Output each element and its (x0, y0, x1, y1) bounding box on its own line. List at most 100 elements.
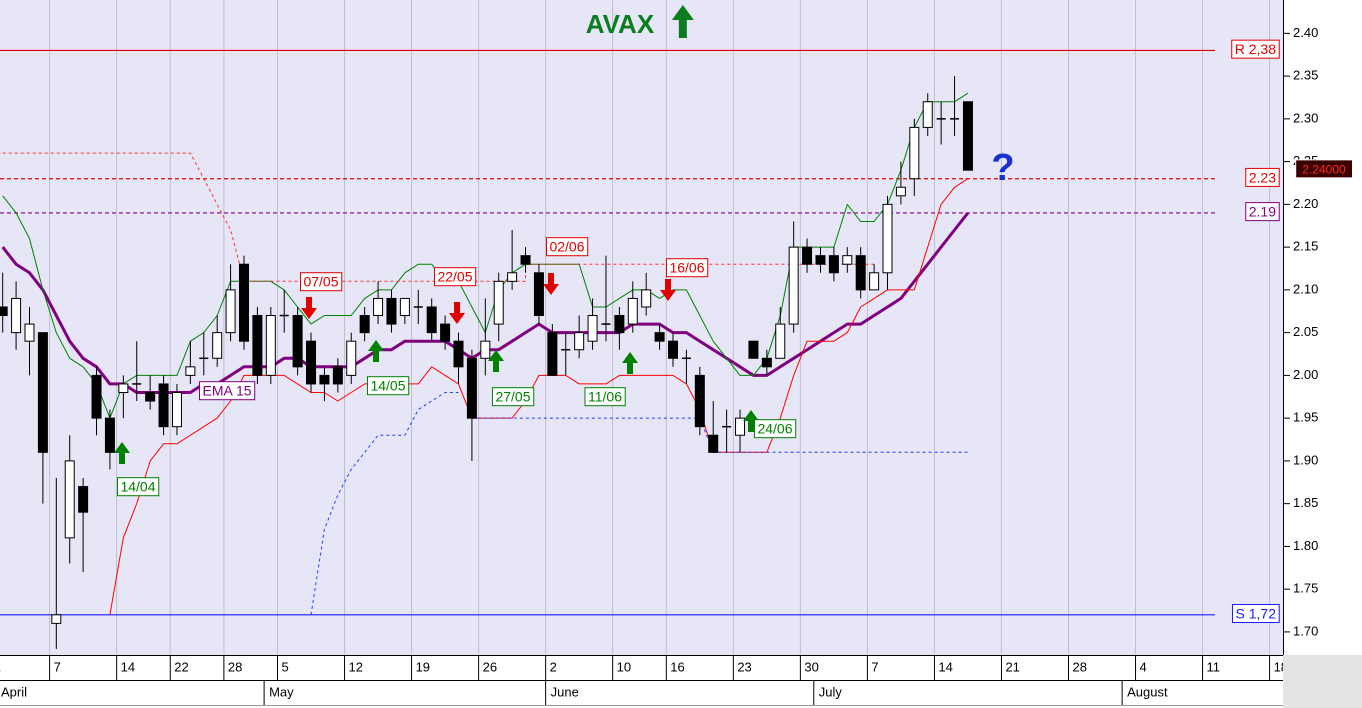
signal-arrow (449, 302, 465, 324)
candle-body (466, 357, 477, 419)
candle-body (547, 332, 558, 376)
candle-body (24, 323, 35, 342)
x-tick-label: 21 (1005, 659, 1019, 674)
signal-label-box (753, 419, 797, 439)
signal-arrow (743, 410, 759, 432)
indicator-line (471, 417, 968, 453)
candle-body (346, 340, 357, 376)
candle-body (399, 297, 410, 317)
candle-body (708, 434, 719, 453)
candle-body (694, 374, 705, 428)
candle-body (145, 391, 156, 402)
candle-body (185, 366, 196, 376)
candle-body (104, 417, 115, 453)
x-tick-label: 31 (0, 659, 1, 674)
signal-label: 24/06 (757, 421, 792, 437)
candle-body (292, 315, 303, 368)
candle-body (775, 323, 786, 359)
candle-body (895, 186, 906, 197)
y-tick-label: 1.80 (1293, 538, 1318, 553)
candle-body (386, 297, 397, 325)
x-tick-label: 14 (121, 659, 135, 674)
month-label: May (269, 684, 294, 699)
x-tick-label: 23 (737, 659, 751, 674)
title-arrow (671, 5, 694, 38)
x-tick-label: 30 (804, 659, 818, 674)
candle-body (614, 315, 625, 334)
signal-arrow (660, 279, 676, 301)
candle-body (158, 383, 169, 428)
x-tick-label: 7 (54, 659, 61, 674)
candle-body (332, 366, 343, 385)
x-tick-label: 12 (349, 659, 363, 674)
signal-label-box (545, 237, 589, 257)
y-tick-label: 2.20 (1293, 196, 1318, 211)
signal-label-box (584, 387, 626, 407)
legend-label-box (198, 381, 256, 401)
candle-body (51, 614, 62, 624)
current-price-box (1295, 159, 1354, 179)
candle-body (319, 374, 330, 385)
candle-body (225, 289, 236, 334)
candle-body (426, 306, 437, 334)
candle-body (668, 340, 679, 359)
level-label-box (1232, 604, 1280, 624)
candle-body (654, 332, 665, 342)
candle-body (520, 255, 531, 265)
candle-body (118, 383, 129, 393)
candle-body (238, 263, 249, 342)
candle-body (869, 272, 880, 291)
candle-body (735, 417, 746, 436)
y-tick-label: 1.70 (1293, 623, 1318, 638)
candle-body (359, 315, 370, 334)
signal-arrow (114, 442, 130, 464)
plot-area: 14/04 07/05 14/05 22/05 27/05 02/06 11/06 16/06… (0, 0, 1271, 655)
candle-body (842, 255, 853, 265)
level-label: S 1,72 (1236, 606, 1277, 622)
candle-body (306, 340, 317, 385)
x-tick-label: 19 (416, 659, 430, 674)
signal-label: 14/04 (120, 479, 155, 495)
candle-body (587, 315, 598, 342)
y-tick-label: 2.00 (1293, 367, 1318, 382)
candle-body (265, 315, 276, 376)
x-tick-label: 28 (228, 659, 242, 674)
x-tick-label: 2 (550, 659, 557, 674)
candle-body (828, 255, 839, 274)
y-tick-label: 2.40 (1293, 25, 1318, 40)
level-label: 2.23 (1249, 169, 1276, 185)
candle-body (373, 297, 384, 317)
candle-body (533, 272, 544, 317)
x-tick-label: 10 (617, 659, 631, 674)
signal-label: 11/06 (588, 389, 622, 405)
candle-body (641, 289, 652, 308)
signal-arrow (488, 350, 504, 372)
candle-body (788, 246, 799, 325)
candle-body (748, 340, 759, 359)
signal-label: 22/05 (437, 269, 472, 285)
signal-label-box (366, 376, 410, 396)
candle-body (212, 332, 223, 359)
candle-body (507, 272, 518, 282)
y-tick-label: 1.90 (1293, 452, 1318, 467)
signal-label: 02/06 (549, 239, 584, 255)
level-label-box (1245, 167, 1280, 187)
y-tick-label: 2.10 (1293, 281, 1318, 296)
y-tick-label: 2.15 (1293, 239, 1318, 254)
y-axis: 2.402.352.302.252.202.152.102.052.001.95… (1283, 0, 1318, 655)
candle-body (909, 126, 920, 180)
signal-arrow (368, 340, 384, 362)
candle-body (802, 246, 813, 265)
signal-label-box (433, 267, 477, 287)
signal-label-box (491, 387, 535, 407)
signal-arrow (543, 273, 559, 295)
candle-body (480, 340, 491, 359)
y-tick-label: 1.75 (1293, 581, 1318, 596)
x-tick-label: 11 (1207, 659, 1221, 674)
candle-body (37, 332, 48, 453)
x-tick-label: 7 (871, 659, 878, 674)
x-tick-label: 26 (483, 659, 497, 674)
x-tick-label: 14 (938, 659, 952, 674)
signal-label-box (299, 272, 343, 292)
candle-body (574, 332, 585, 351)
